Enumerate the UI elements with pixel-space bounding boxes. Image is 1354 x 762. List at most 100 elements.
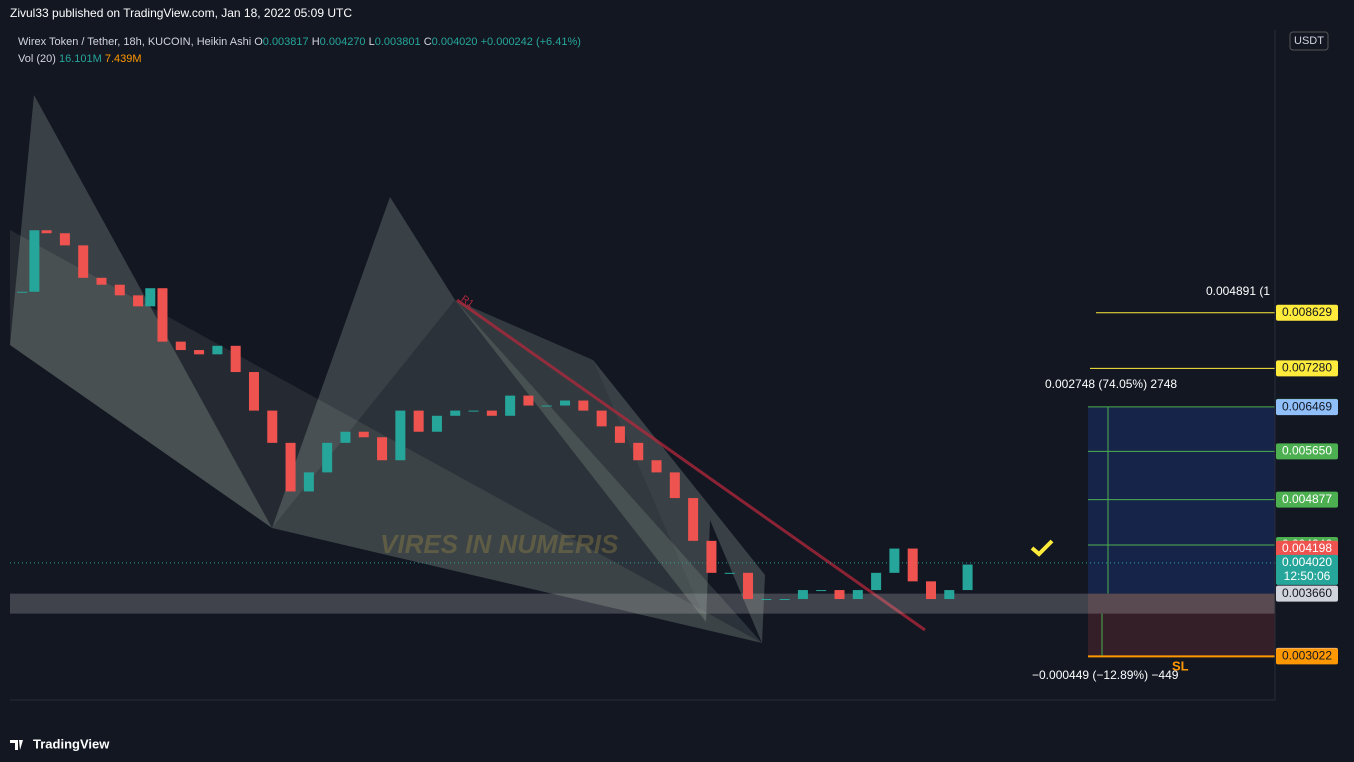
candle	[779, 599, 790, 601]
publisher: Zivul33 published on TradingView.com, Ja…	[10, 6, 352, 20]
pattern	[455, 300, 706, 622]
candles	[17, 230, 973, 601]
price-tag	[1276, 443, 1338, 460]
candle	[944, 590, 955, 600]
candle	[596, 410, 607, 427]
price-tag-label: 0.003660	[1282, 586, 1332, 600]
measure-text: 0.004891 (1	[1206, 284, 1270, 298]
label: H	[312, 36, 320, 48]
candle	[761, 599, 772, 601]
candle	[724, 572, 735, 574]
candle	[175, 341, 186, 351]
vol: 16.101M	[59, 53, 102, 65]
pattern	[272, 197, 455, 528]
logo	[10, 740, 23, 750]
candle	[285, 442, 296, 492]
pattern	[10, 230, 762, 643]
low: 0.003801	[375, 36, 421, 48]
open: 0.003817	[263, 36, 309, 48]
overlay	[10, 312, 1275, 658]
symbol: Wirex Token / Tether, 18h, KUCOIN, Heiki…	[18, 36, 251, 48]
checkmark	[1030, 539, 1054, 557]
candle	[29, 230, 40, 292]
candle	[230, 345, 241, 373]
support-zone	[10, 593, 1275, 614]
pattern	[593, 360, 765, 643]
candle	[431, 415, 442, 432]
candle	[303, 472, 314, 492]
candle	[852, 590, 863, 600]
price-tag-label: 0.003022	[1282, 649, 1332, 663]
volume-legend: Vol (20) 16.101M 7.439M	[18, 53, 142, 65]
candle	[633, 442, 644, 461]
label: Vol (20)	[18, 53, 56, 65]
candle	[871, 572, 882, 591]
watermark: VIRES IN NUMERIS	[380, 529, 619, 559]
legend: Wirex Token / Tether, 18h, KUCOIN, Heiki…	[18, 36, 581, 48]
candle	[688, 498, 699, 541]
candle	[96, 277, 107, 285]
countdown: 12:50:06	[1284, 569, 1331, 583]
price-tag	[1276, 360, 1338, 377]
label: C	[424, 36, 432, 48]
target-zone	[1088, 407, 1275, 594]
label: O	[254, 36, 263, 48]
measure-text: −0.000449 (−12.89%) −449	[1032, 668, 1179, 682]
close: 0.004020	[432, 36, 478, 48]
candle	[133, 295, 144, 307]
price-tag	[1276, 648, 1338, 665]
candle	[505, 395, 516, 416]
price-tag-label: 0.006469	[1282, 399, 1332, 413]
candle	[413, 410, 424, 432]
candle	[212, 345, 223, 355]
price-tag	[1276, 399, 1338, 416]
candle	[523, 395, 534, 406]
footer: TradingView	[33, 736, 110, 751]
candle	[157, 288, 168, 342]
price-tag-label: 0.004020	[1282, 555, 1332, 569]
candle	[816, 590, 827, 592]
candle	[743, 572, 754, 600]
candle	[706, 540, 717, 573]
price-tag-label: 0.008629	[1282, 305, 1332, 319]
candle	[889, 548, 900, 573]
currency[interactable]: USDT	[1294, 35, 1324, 47]
price-tag	[1276, 491, 1338, 508]
candle	[669, 472, 680, 499]
candle	[248, 372, 259, 411]
candle	[486, 410, 497, 416]
change: +0.000242 (+6.41%)	[481, 36, 581, 48]
candle	[925, 581, 936, 600]
candle	[834, 590, 845, 600]
candle	[651, 460, 662, 473]
price-tag-label: 0.005650	[1282, 444, 1332, 458]
currency-box[interactable]	[1289, 31, 1329, 51]
axis: 0.0086290.0072800.0064730.0064690.005650…	[1276, 304, 1338, 665]
candle	[962, 564, 973, 591]
candle	[78, 245, 89, 278]
candle	[468, 410, 479, 412]
candle	[797, 590, 808, 600]
pattern	[272, 300, 762, 643]
price-tag-label: 0.004877	[1282, 492, 1332, 506]
label: L	[369, 36, 375, 48]
candle	[145, 288, 156, 307]
candle	[322, 442, 333, 473]
candle	[41, 230, 52, 234]
candle	[17, 291, 28, 293]
price-tag	[1276, 304, 1338, 321]
stop-label: SL	[1172, 658, 1189, 673]
candle	[59, 233, 70, 246]
price-tag	[1276, 554, 1338, 585]
stop-zone	[1088, 593, 1275, 656]
candle	[358, 431, 369, 438]
candle	[541, 405, 552, 407]
candle	[377, 437, 388, 461]
trend-line	[456, 298, 926, 632]
measure-text: 0.002748 (74.05%) 2748	[1045, 377, 1177, 391]
vol-ma: 7.439M	[105, 53, 142, 65]
candle	[194, 350, 205, 355]
candle	[907, 548, 918, 582]
